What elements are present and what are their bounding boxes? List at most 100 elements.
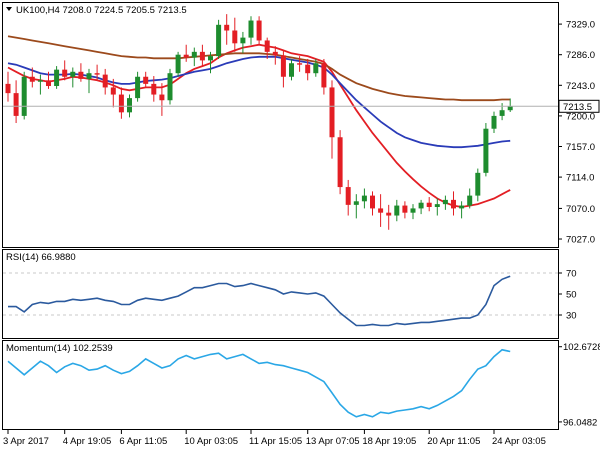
candle-body — [21, 76, 27, 116]
candle-body — [426, 202, 432, 207]
candle — [370, 191, 375, 216]
candle-body — [467, 195, 473, 206]
candle-body — [110, 87, 116, 95]
candle — [337, 130, 343, 195]
candle — [167, 68, 173, 105]
candle — [378, 194, 384, 227]
candle-body — [305, 64, 311, 74]
candle — [62, 60, 68, 81]
candle-body — [459, 205, 465, 209]
candle-body — [118, 94, 124, 113]
time-tick-label: 13 Apr 07:05 — [306, 436, 360, 447]
candle — [208, 51, 213, 74]
candle — [135, 71, 141, 102]
candle — [418, 199, 424, 215]
candle-body — [394, 205, 400, 216]
candle — [37, 74, 43, 95]
candle-body — [313, 63, 319, 74]
candle — [183, 44, 189, 62]
price-y-tick-label: 7070.0 — [566, 204, 595, 215]
ma-slow-line — [7, 35, 511, 102]
candle-body — [216, 24, 222, 57]
time-axis: 3 Apr 2017 4 Apr 19:05 6 Apr 11:05 10 Apr 0… — [3, 430, 546, 447]
panel-menu-arrow-icon[interactable] — [6, 7, 12, 11]
candle — [118, 87, 124, 119]
time-tick-label: 10 Apr 03:05 — [184, 436, 238, 447]
candle — [483, 123, 489, 177]
momentum-line — [7, 348, 511, 418]
candle-body — [13, 93, 19, 116]
rsi-y-axis: 70 50 30 — [558, 269, 577, 322]
candle-body — [337, 137, 343, 188]
time-tick-label: 3 Apr 2017 — [3, 436, 49, 447]
candle — [29, 67, 35, 88]
candle — [216, 19, 222, 59]
candle — [386, 204, 392, 230]
candle — [159, 83, 165, 116]
price-panel-frame — [2, 2, 559, 248]
candle-body — [135, 76, 141, 99]
candle — [151, 76, 157, 102]
candle — [507, 98, 513, 112]
time-tick-label: 18 Apr 19:05 — [362, 436, 416, 447]
time-tick-label: 20 Apr 11:05 — [427, 436, 480, 447]
candle-body — [361, 195, 367, 202]
time-tick-label: 6 Apr 11:05 — [119, 436, 167, 447]
candle-body — [402, 205, 408, 213]
price-panel: 7329.0 7286.0 7243.0 7200.0 7157.0 7114.0 7070… — [2, 2, 600, 248]
candle — [321, 58, 327, 95]
candle — [78, 63, 84, 82]
momentum-header: Momentum(14) 102.2539 — [6, 343, 113, 354]
candle — [297, 56, 303, 72]
candle-body — [37, 80, 43, 82]
candle — [402, 201, 408, 219]
candle-body — [280, 55, 286, 77]
candle-body — [378, 208, 384, 213]
candle — [21, 71, 27, 120]
momentum-y-axis: 102.6728 96.0482 — [558, 342, 600, 428]
candle — [54, 66, 60, 89]
time-tick-label: 24 Apr 03:05 — [492, 436, 546, 447]
candle-body — [224, 24, 230, 31]
candle-body — [475, 172, 481, 196]
time-tick-label: 4 Apr 19:05 — [63, 436, 112, 447]
candle-body — [175, 54, 181, 74]
rsi-y-tick-label: 50 — [566, 290, 577, 301]
candle — [256, 16, 262, 45]
candle-body — [256, 20, 262, 41]
candle — [361, 188, 367, 209]
candle-body — [321, 63, 327, 88]
candle-body — [191, 51, 197, 58]
candle-body — [86, 73, 92, 79]
candle-body — [483, 128, 489, 173]
rsi-panel: 70 50 30 RSI(14) 66.9880 — [2, 249, 577, 339]
candle — [491, 111, 497, 133]
candle — [175, 51, 181, 77]
candle — [86, 68, 92, 94]
rsi-panel-frame — [2, 249, 559, 339]
candle-body — [143, 76, 149, 84]
candle — [264, 37, 270, 59]
price-y-tick-label: 7243.0 — [566, 81, 595, 92]
candle — [70, 67, 76, 88]
candle-body — [297, 63, 303, 65]
candle — [272, 46, 278, 65]
candle — [313, 58, 319, 77]
candle — [305, 58, 311, 81]
candle — [5, 71, 11, 102]
price-y-tick-label: 7200.0 — [566, 111, 595, 122]
candle-body — [442, 199, 448, 205]
candle — [102, 68, 108, 95]
rsi-line — [8, 275, 511, 327]
candle-body — [418, 202, 424, 209]
candle-body — [62, 69, 68, 77]
candle — [434, 198, 440, 216]
candle — [110, 78, 116, 108]
candle — [442, 195, 448, 210]
candle-body — [499, 110, 505, 116]
candle-body — [151, 83, 157, 95]
candle-body — [491, 115, 497, 129]
candle-body — [167, 73, 173, 101]
candle — [232, 17, 238, 52]
